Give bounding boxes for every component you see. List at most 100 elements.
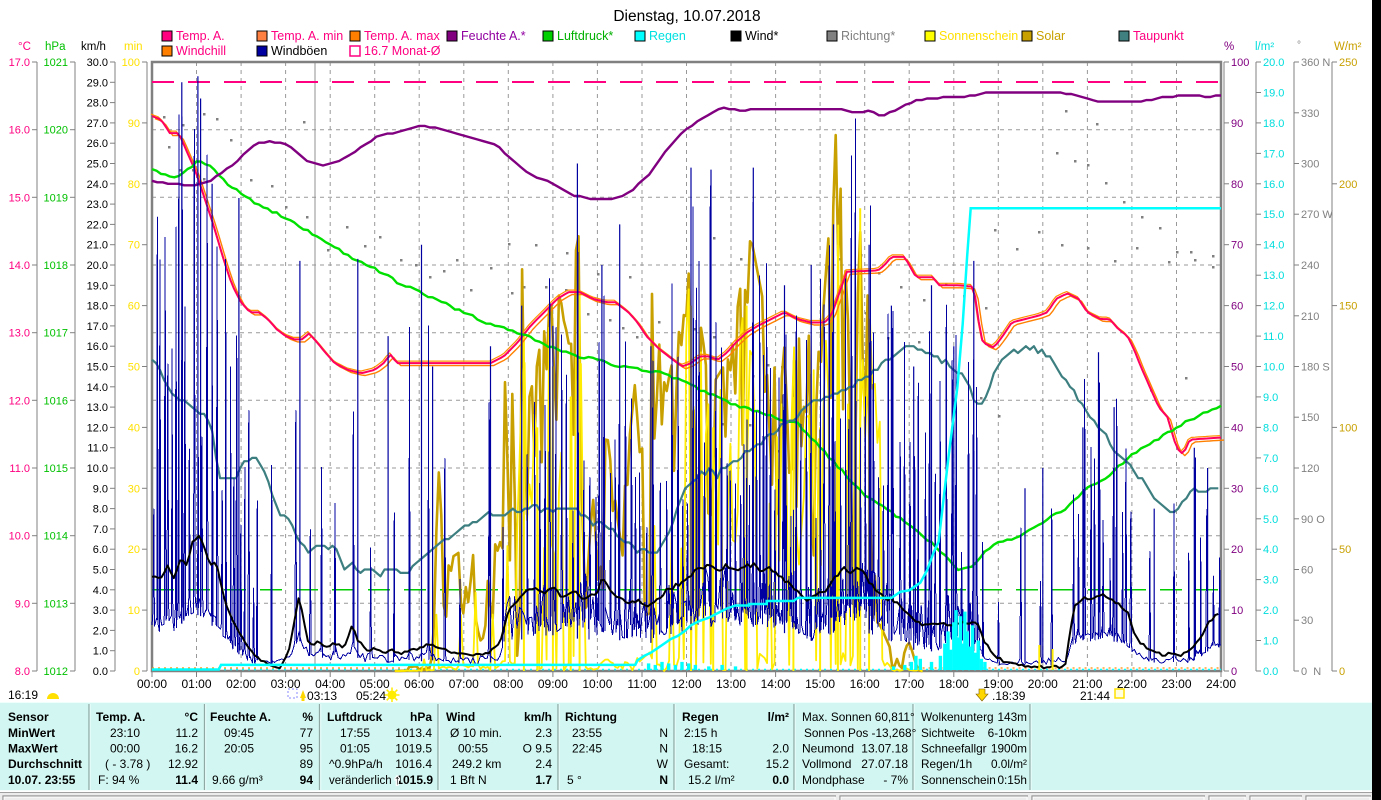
svg-text:Gesamt:: Gesamt:: [684, 757, 729, 771]
svg-text:16.2: 16.2: [175, 742, 199, 756]
svg-text:9.0: 9.0: [93, 483, 108, 495]
svg-text:360 N: 360 N: [1301, 57, 1330, 69]
svg-text:30: 30: [1231, 483, 1243, 495]
svg-text:3.0: 3.0: [1263, 575, 1278, 587]
svg-text:10: 10: [128, 605, 140, 617]
svg-text:80: 80: [1231, 179, 1243, 191]
svg-text:N: N: [659, 726, 668, 740]
svg-text:17:55: 17:55: [340, 726, 370, 740]
svg-text:23:55: 23:55: [572, 726, 602, 740]
svg-text:14.0: 14.0: [1263, 240, 1284, 252]
svg-text:90 O: 90 O: [1301, 514, 1325, 526]
svg-text:km/h: km/h: [524, 710, 552, 724]
svg-text:12.92: 12.92: [168, 757, 198, 771]
svg-text:1019: 1019: [44, 192, 68, 204]
svg-text:09:45: 09:45: [224, 726, 254, 740]
svg-text:O 9.5: O 9.5: [523, 742, 553, 756]
svg-text:l/m²: l/m²: [768, 710, 789, 724]
svg-text:Sonnenschein: Sonnenschein: [921, 773, 996, 787]
svg-text:27.07.18: 27.07.18: [861, 757, 908, 771]
svg-text:2.0: 2.0: [772, 742, 789, 756]
svg-text:15.0: 15.0: [9, 192, 30, 204]
svg-text:0: 0: [1231, 666, 1237, 678]
svg-text:F: 94 %: F: 94 %: [98, 773, 140, 787]
svg-text:11.0: 11.0: [9, 463, 30, 475]
svg-text:°C: °C: [185, 710, 199, 724]
svg-text:300: 300: [1301, 159, 1319, 171]
svg-text:1016.4: 1016.4: [395, 757, 432, 771]
svg-text:Sonnen Pos -13,268°: Sonnen Pos -13,268°: [804, 726, 917, 740]
svg-text:9.0: 9.0: [1263, 392, 1278, 404]
svg-text:16:00: 16:00: [850, 677, 880, 691]
svg-text:10.07. 23:55: 10.07. 23:55: [8, 773, 76, 787]
svg-text:1018: 1018: [44, 260, 68, 272]
svg-text:23:10: 23:10: [110, 726, 140, 740]
svg-text:Feuchte A.*: Feuchte A.*: [461, 29, 526, 43]
svg-text:°C: °C: [18, 41, 31, 53]
svg-text:Temp. A.: Temp. A.: [96, 710, 145, 724]
svg-text:120: 120: [1301, 463, 1319, 475]
svg-text:16.7 Monat-Ø: 16.7 Monat-Ø: [364, 44, 441, 58]
svg-text:09:00: 09:00: [538, 677, 568, 691]
svg-text:Windböen: Windböen: [271, 44, 327, 58]
svg-text:05:00: 05:00: [360, 677, 390, 691]
svg-text:10: 10: [1231, 605, 1243, 617]
svg-text:150: 150: [1339, 301, 1357, 313]
svg-text:- 7%: - 7%: [883, 773, 908, 787]
svg-text:15.0: 15.0: [1263, 209, 1284, 221]
svg-text:330: 330: [1301, 108, 1319, 120]
svg-text:°: °: [1297, 40, 1301, 51]
svg-text:Richtung*: Richtung*: [841, 29, 895, 43]
svg-text:11.2: 11.2: [176, 726, 199, 740]
svg-text:0.0: 0.0: [93, 666, 108, 678]
svg-text:100: 100: [1339, 422, 1357, 434]
svg-text:13.0: 13.0: [1263, 270, 1284, 282]
svg-text:143m: 143m: [997, 710, 1027, 724]
svg-text:8.0: 8.0: [1263, 422, 1278, 434]
svg-text:Ø 10 min.: Ø 10 min.: [450, 726, 502, 740]
svg-text:0: 0: [1339, 666, 1345, 678]
svg-text:0:15h: 0:15h: [997, 773, 1027, 787]
svg-text:0.0: 0.0: [772, 773, 789, 787]
svg-text:N: N: [659, 742, 668, 756]
svg-text:21:00: 21:00: [1072, 677, 1102, 691]
svg-text:20:05: 20:05: [224, 742, 254, 756]
svg-text:17.0: 17.0: [87, 321, 108, 333]
svg-text:W/m²: W/m²: [1334, 41, 1362, 53]
svg-text:7.0: 7.0: [1263, 453, 1278, 465]
svg-text:12.0: 12.0: [87, 422, 108, 434]
svg-text:Solar: Solar: [1036, 29, 1065, 43]
svg-text:21:44: 21:44: [1080, 689, 1110, 703]
svg-text:1 Bft N: 1 Bft N: [450, 773, 487, 787]
svg-text:l/m²: l/m²: [1255, 41, 1274, 53]
svg-text:Temp. A. min: Temp. A. min: [271, 29, 343, 43]
svg-text:1012: 1012: [44, 666, 68, 678]
svg-text:1020: 1020: [44, 125, 68, 137]
svg-text:Regen: Regen: [649, 29, 686, 43]
svg-text:00:00: 00:00: [110, 742, 140, 756]
svg-text:4.0: 4.0: [1263, 544, 1278, 556]
svg-text:14:00: 14:00: [761, 677, 791, 691]
svg-text:↑: ↑: [394, 772, 401, 787]
svg-text:5.0: 5.0: [1263, 514, 1278, 526]
svg-text:Luftdruck*: Luftdruck*: [557, 29, 613, 43]
svg-text:13:00: 13:00: [716, 677, 746, 691]
svg-text:00:00: 00:00: [137, 677, 167, 691]
svg-text:6-10km: 6-10km: [988, 726, 1028, 740]
svg-text:Wind*: Wind*: [745, 29, 778, 43]
svg-text:50: 50: [128, 362, 140, 374]
svg-text:18:00: 18:00: [939, 677, 969, 691]
svg-text:15.0: 15.0: [87, 362, 108, 374]
svg-text:Sichtweite: Sichtweite: [921, 726, 975, 740]
svg-text:77: 77: [300, 726, 314, 740]
svg-text:18.0: 18.0: [1263, 118, 1284, 130]
svg-text:11:00: 11:00: [627, 677, 656, 691]
svg-text:18:15: 18:15: [692, 742, 722, 756]
svg-text:04:00: 04:00: [315, 677, 345, 691]
svg-text:16.0: 16.0: [87, 341, 108, 353]
svg-text:^0.9hPa/h: ^0.9hPa/h: [329, 757, 383, 771]
svg-text:12:00: 12:00: [671, 677, 701, 691]
svg-text:Temp. A. max: Temp. A. max: [364, 29, 440, 43]
svg-text:Wolkenunterg: Wolkenunterg: [921, 710, 994, 724]
svg-text:1014: 1014: [44, 531, 68, 543]
